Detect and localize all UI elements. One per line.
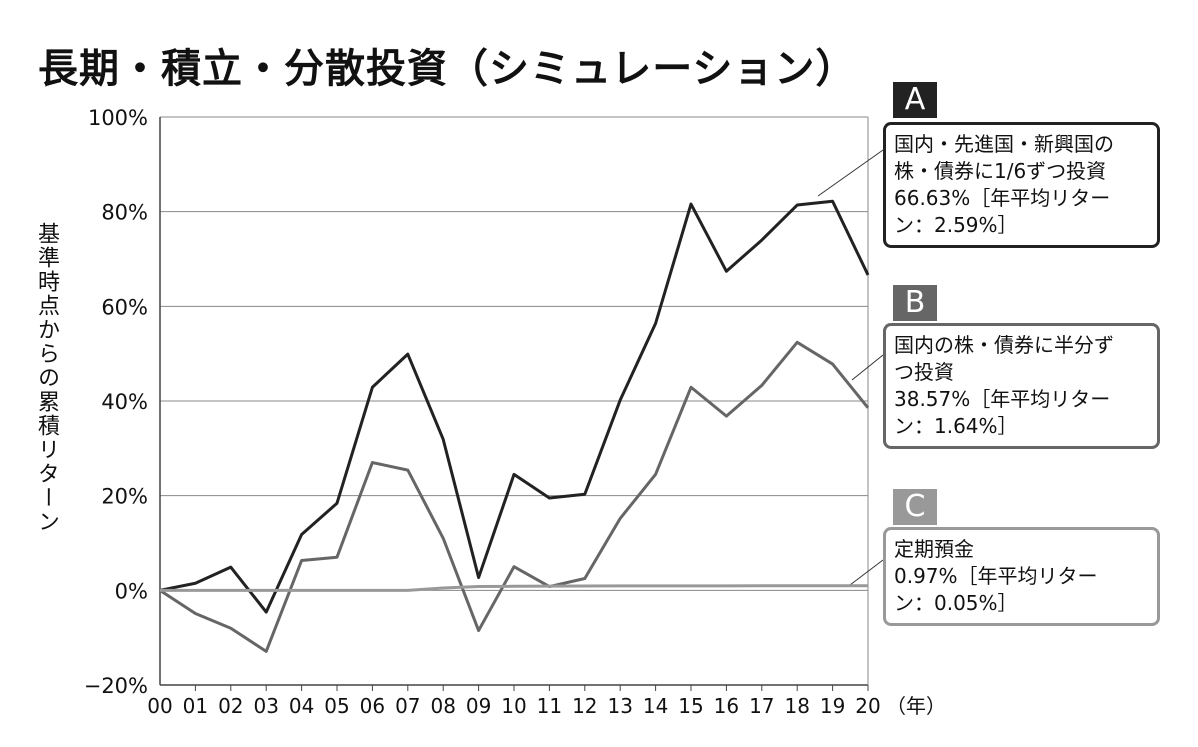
legend-text: つ投資 [894, 360, 954, 384]
legend-text: ン：0.05%］ [894, 591, 1018, 615]
legend-box-B: 国内の株・債券に半分ず つ投資 38.57%［年平均リター ン：1.64%］ [883, 323, 1160, 449]
y-tick-label: −20% [84, 674, 148, 698]
legend-text: 66.63%［年平均リター [894, 186, 1111, 210]
series-line-B [159, 340, 870, 653]
leader-line [849, 559, 884, 586]
series-line-C [160, 584, 868, 592]
y-tick-label: 80% [101, 201, 148, 225]
x-axis-label: （年） [886, 694, 946, 718]
legend-box-C: 定期預金 0.97%［年平均リター ン：0.05%］ [883, 527, 1160, 626]
y-tick-label: 0% [115, 579, 148, 603]
y-tick-label: 40% [101, 390, 148, 414]
x-tick-label: 07 [395, 694, 420, 718]
legend-box-A: 国内・先進国・新興国の 株・債券に1/6ずつ投資 66.63%［年平均リター ン：2.… [883, 122, 1160, 248]
legend-text: 国内・先進国・新興国の [894, 132, 1114, 156]
leader-line [851, 354, 884, 381]
x-tick-label: 04 [289, 694, 314, 718]
x-tick-label: 16 [714, 694, 739, 718]
x-tick-label: 11 [537, 694, 562, 718]
x-tick-label: 01 [183, 694, 208, 718]
x-tick-label: 00 [147, 694, 172, 718]
y-tick-label: 100% [88, 106, 148, 130]
x-tick-label: 06 [360, 694, 385, 718]
x-tick-label: 02 [218, 694, 243, 718]
x-tick-label: 09 [466, 694, 491, 718]
series-line-A [159, 199, 870, 614]
x-tick-label: 17 [749, 694, 774, 718]
x-tick-label: 14 [643, 694, 668, 718]
x-tick-label: 19 [820, 694, 845, 718]
y-tick-label: 60% [101, 295, 148, 319]
legend-text: 38.57%［年平均リター [894, 387, 1111, 411]
legend-text: ン：1.64%］ [894, 414, 1018, 438]
legend-tag-C: C [893, 489, 937, 525]
y-tick-label: 20% [101, 485, 148, 509]
legend-text: 株・債券に1/6ずつ投資 [894, 159, 1107, 183]
legend-text: 0.97%［年平均リター [894, 564, 1098, 588]
x-tick-label: 05 [324, 694, 349, 718]
x-tick-label: 12 [572, 694, 597, 718]
legend-tag-B: B [893, 285, 937, 321]
x-tick-label: 15 [678, 694, 703, 718]
x-tick-label: 18 [784, 694, 809, 718]
legend-text: 国内の株・債券に半分ず [894, 333, 1114, 357]
legend-tag-A: A [893, 82, 937, 118]
x-tick-label: 10 [501, 694, 526, 718]
x-tick-label: 08 [430, 694, 455, 718]
x-tick-label: 03 [253, 694, 278, 718]
legend-text: 定期預金 [894, 537, 974, 561]
leader-line [817, 149, 884, 197]
x-tick-label: 20 [855, 694, 880, 718]
legend-text: ン：2.59%］ [894, 213, 1018, 237]
x-tick-label: 13 [607, 694, 632, 718]
y-axis-label: 基準時点からの累積リターン [34, 222, 59, 534]
chart-title: 長期・積立・分散投資（シミュレーション） [38, 46, 857, 92]
